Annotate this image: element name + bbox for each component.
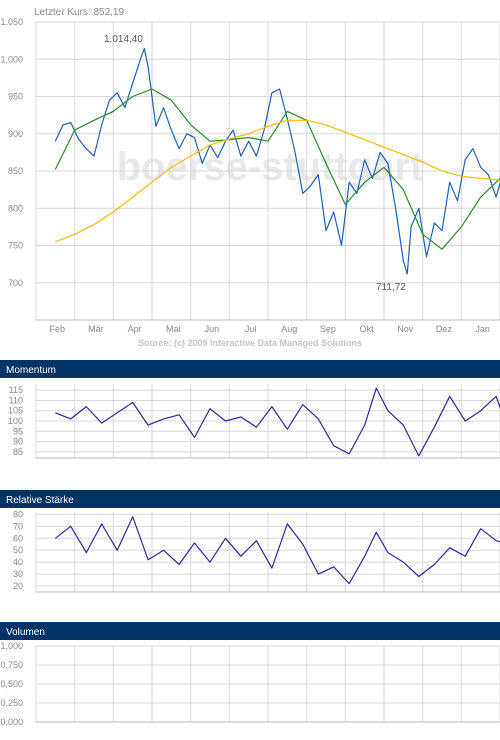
y-tick-label: 40 [13, 557, 23, 567]
watermark: boerse-stuttgart [117, 145, 424, 189]
y-tick-label: 30 [13, 569, 23, 579]
momentum-grid [35, 384, 500, 459]
rsi-title: Relative Stärke [6, 495, 74, 506]
rsi-y-axis: 80 70 60 50 40 30 20 [13, 509, 23, 591]
volume-header: Volumen [0, 622, 500, 640]
price-panel: Letzter Kurs: 852,19 boerse-stuttgart 1.… [0, 7, 500, 348]
x-tick-label: Feb [50, 324, 66, 334]
x-tick-label: Jul [245, 324, 257, 334]
y-tick-label: 20 [13, 581, 23, 591]
x-tick-label: Apr [128, 324, 142, 334]
y-tick-label: 1.000 [0, 54, 23, 64]
x-tick-label: Mai [166, 324, 181, 334]
y-tick-label: 70 [13, 521, 23, 531]
y-tick-label: 800 [8, 203, 23, 213]
y-tick-label: 60 [13, 533, 23, 543]
volume-title: Volumen [6, 627, 45, 638]
rsi-grid [35, 512, 500, 593]
volume-grid [35, 645, 500, 723]
volume-panel: 1,000 0,750 0,500 0,250 0,000 [0, 641, 500, 727]
price-series [54, 47, 500, 275]
y-tick-label: 95 [13, 426, 23, 436]
y-tick-label: 900 [8, 129, 23, 139]
x-tick-label: Jan [475, 324, 490, 334]
y-tick-label: 1,000 [0, 641, 23, 651]
y-tick-label: 0,750 [0, 660, 23, 670]
x-tick-label: Dez [436, 324, 453, 334]
y-tick-label: 90 [13, 437, 23, 447]
x-tick-label: Aug [281, 324, 297, 334]
y-tick-label: 100 [8, 416, 23, 426]
series-line-moving-average-short [54, 88, 500, 250]
y-tick-label: 850 [8, 166, 23, 176]
y-tick-label: 0,000 [0, 717, 23, 727]
series-line-price [54, 47, 500, 275]
y-tick-label: 115 [9, 385, 23, 395]
momentum-title: Momentum [6, 365, 56, 376]
series-line-moving-average-long [55, 119, 500, 243]
y-tick-label: 105 [8, 406, 23, 416]
y-tick-label: 0,250 [0, 698, 23, 708]
rsi-header: Relative Stärke [0, 490, 500, 508]
y-tick-label: 80 [13, 509, 23, 519]
series-line-rsi [54, 516, 500, 585]
rsi-panel: 80 70 60 50 40 30 20 [13, 509, 500, 593]
y-tick-label: 700 [8, 278, 23, 288]
y-tick-label: 750 [8, 241, 23, 251]
y-tick-label: 950 [8, 92, 23, 102]
y-tick-label: 85 [13, 447, 23, 457]
x-tick-label: Nov [397, 324, 414, 334]
x-tick-label: Sep [320, 324, 336, 334]
last-price-label: Letzter Kurs: 852,19 [34, 7, 124, 18]
y-tick-label: 50 [13, 545, 23, 555]
y-tick-label: 1.050 [0, 17, 23, 27]
high-annotation: 1.014,40 [104, 34, 143, 45]
x-tick-label: Jun [205, 324, 220, 334]
momentum-header: Momentum [0, 360, 500, 378]
y-tick-label: 0,500 [0, 679, 23, 689]
price-y-axis: 1.050 1.000 950 900 850 800 750 700 [0, 17, 23, 288]
price-x-axis: Feb Mär Apr Mai Jun Jul Aug Sep Okt Nov Dez Jan [50, 324, 490, 334]
y-tick-label: 110 [9, 395, 23, 405]
price-grid [35, 21, 500, 321]
x-tick-label: Mär [88, 324, 104, 334]
momentum-series [55, 387, 500, 457]
source-label: Source: (c) 2009 Interactive Data Manage… [138, 338, 362, 348]
series-line-momentum [55, 387, 500, 457]
rsi-series [54, 516, 500, 585]
x-tick-label: Okt [360, 324, 375, 334]
volume-y-axis: 1,000 0,750 0,500 0,250 0,000 [0, 641, 23, 727]
low-annotation: 711,72 [376, 282, 406, 293]
